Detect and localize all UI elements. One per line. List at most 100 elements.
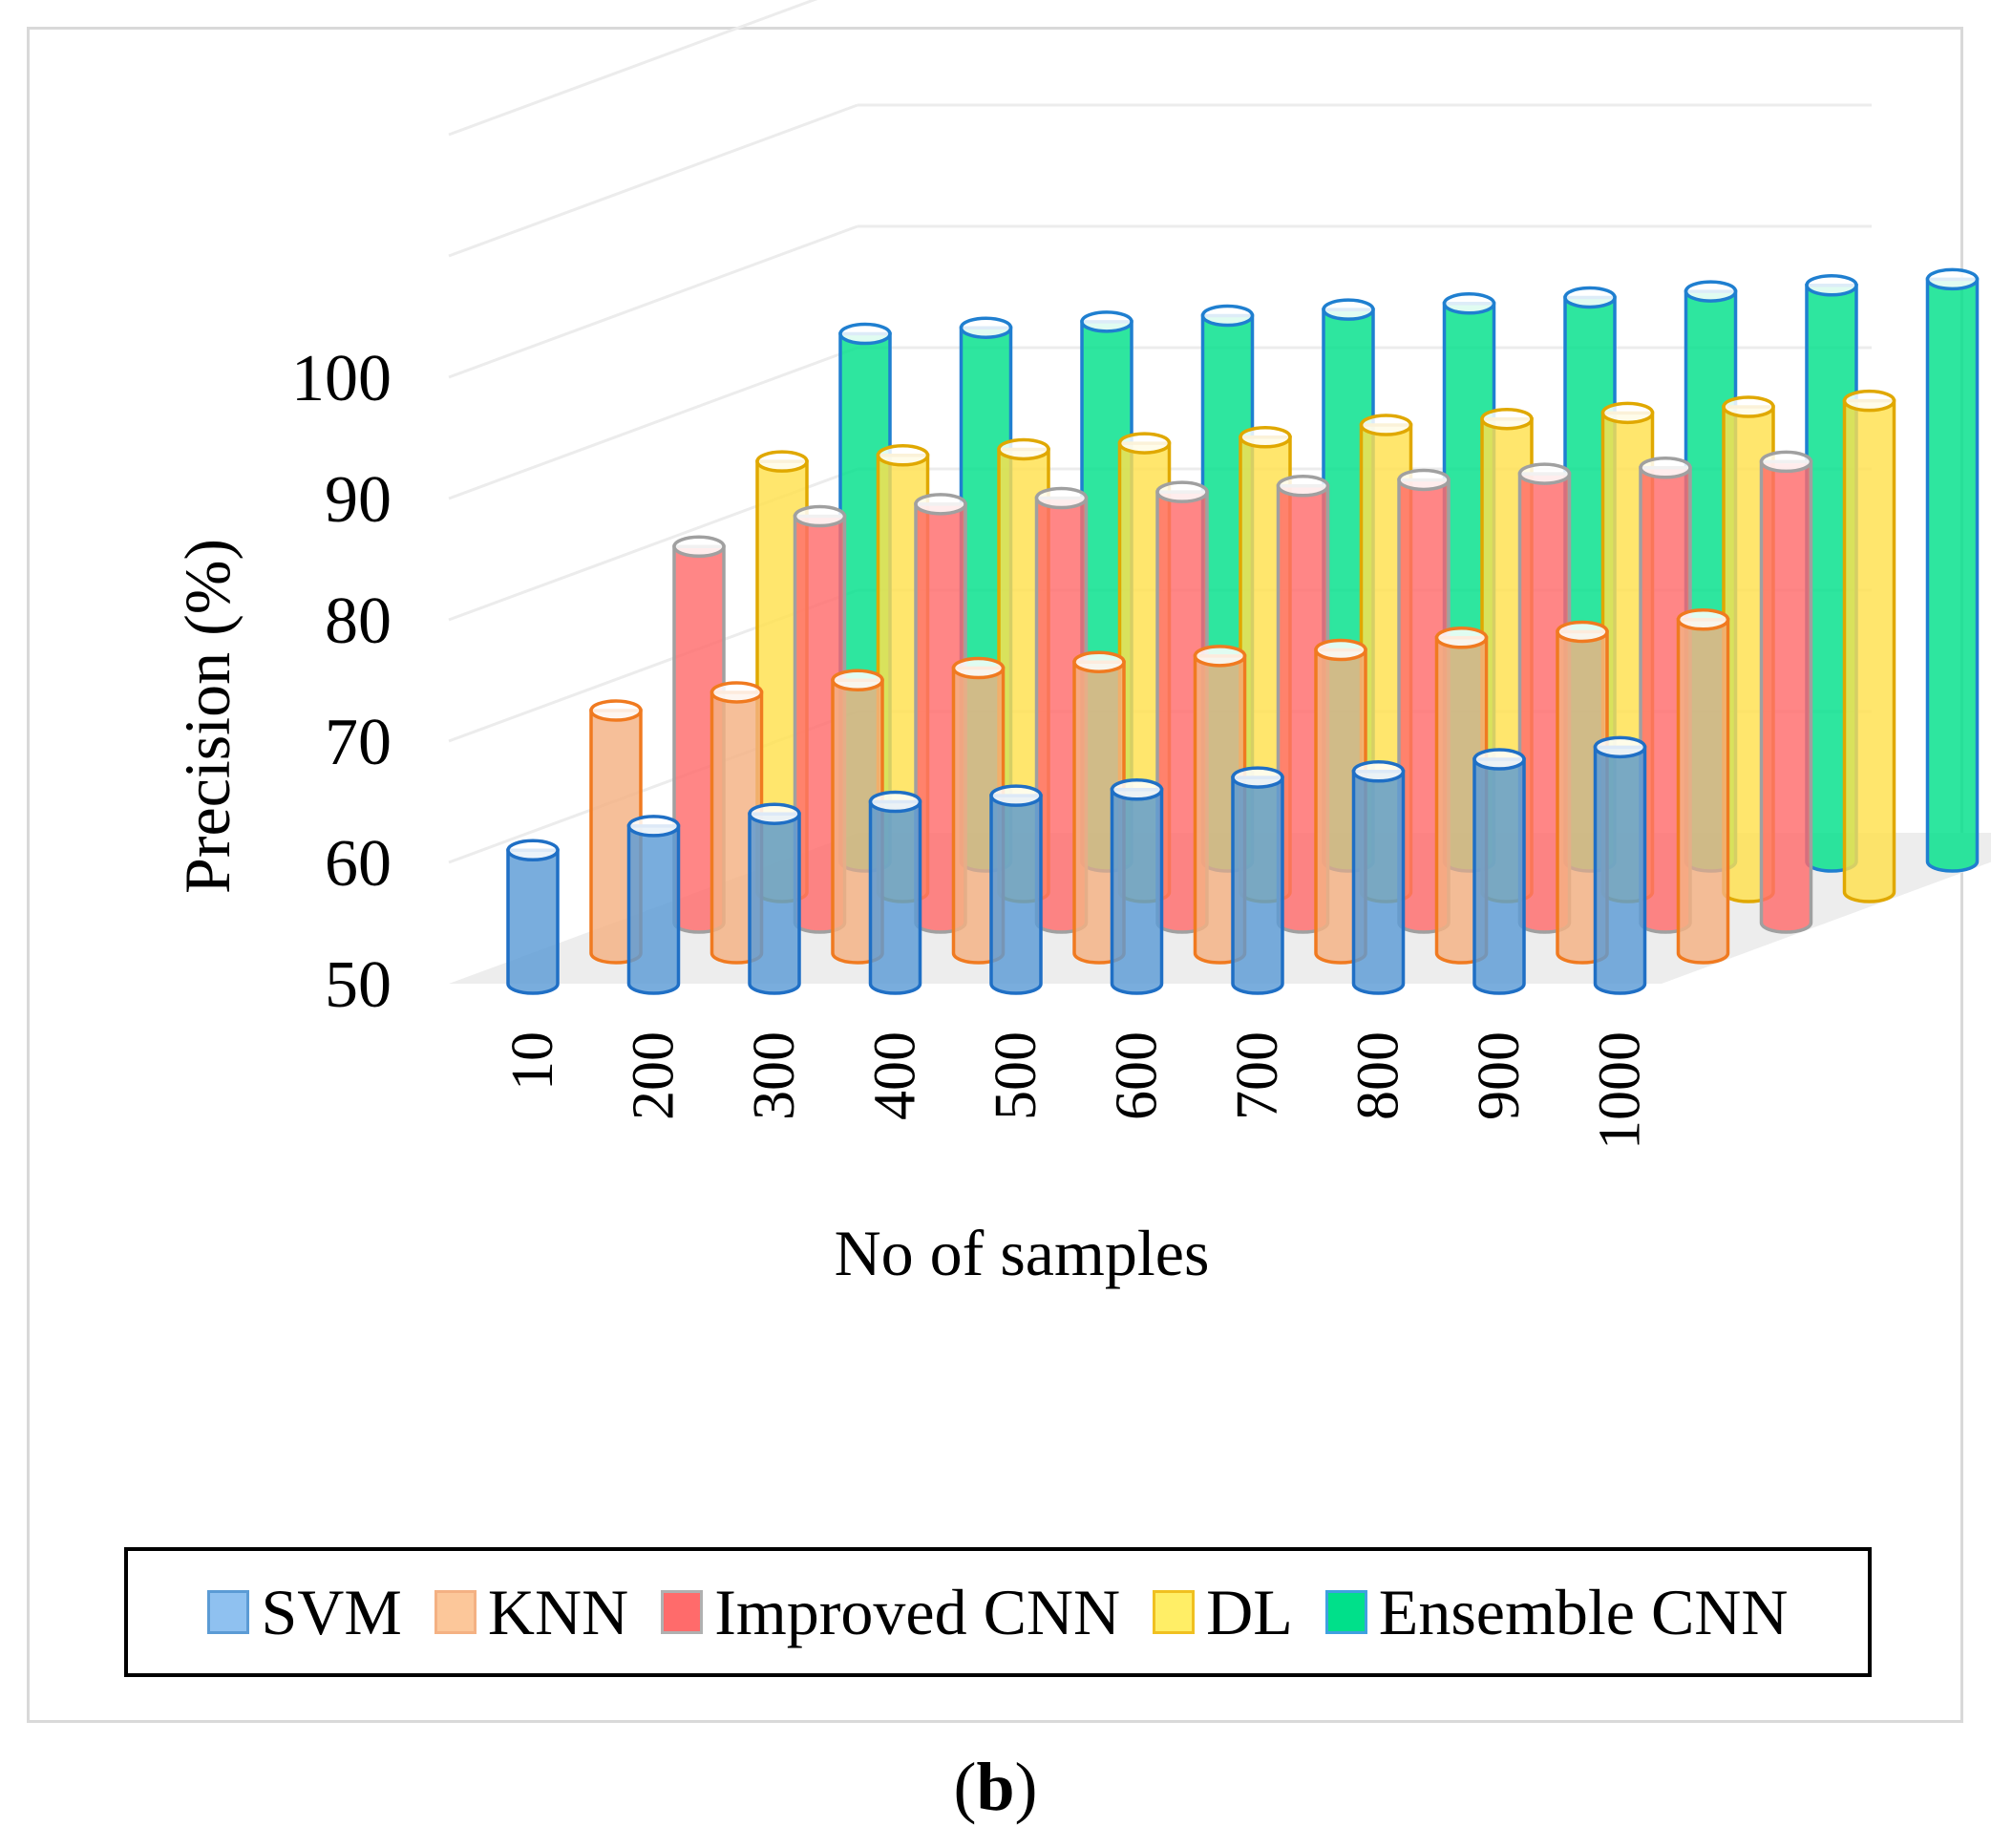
bar-svm-300 bbox=[748, 802, 801, 995]
bar-body bbox=[989, 794, 1043, 995]
x-tick-label: 900 bbox=[1467, 1031, 1532, 1120]
bar-top bbox=[951, 656, 1006, 680]
bar-top bbox=[748, 802, 801, 825]
caption-close: ) bbox=[1014, 1749, 1038, 1825]
bar-top bbox=[506, 839, 560, 862]
bar-body bbox=[1231, 775, 1284, 995]
x-tick-label: 300 bbox=[742, 1031, 807, 1120]
y-tick-label: 60 bbox=[325, 827, 392, 901]
bar-knn-1000 bbox=[1676, 608, 1730, 965]
bar-svm-700 bbox=[1231, 766, 1284, 995]
bar-top bbox=[1200, 304, 1255, 328]
legend-swatch-knn bbox=[434, 1590, 477, 1634]
legend-item-knn: KNN bbox=[434, 1575, 628, 1650]
bar-top bbox=[1397, 468, 1451, 492]
bar-body bbox=[1842, 398, 1896, 903]
bar-ensemble-cnn-1000 bbox=[1925, 267, 1980, 873]
bar-body bbox=[626, 824, 681, 995]
bar-top bbox=[1110, 778, 1164, 801]
bar-top bbox=[1842, 389, 1896, 413]
bar-svm-800 bbox=[1351, 760, 1406, 995]
bar-improved-cnn-1000 bbox=[1759, 450, 1813, 934]
bar-top bbox=[1351, 760, 1406, 783]
x-tick-label: 700 bbox=[1225, 1031, 1290, 1120]
bar-top bbox=[1639, 457, 1692, 479]
y-tick-label: 80 bbox=[325, 584, 392, 658]
legend-label-svm: SVM bbox=[261, 1575, 402, 1648]
legend-swatch-ensemble-cnn bbox=[1324, 1590, 1367, 1634]
x-tick-label: 10 bbox=[500, 1031, 565, 1091]
legend-item-improved-cnn: Improved CNN bbox=[661, 1575, 1120, 1650]
bar-top bbox=[1072, 650, 1126, 673]
bar-top bbox=[1676, 608, 1730, 631]
bar-body bbox=[506, 848, 560, 995]
y-tick-labels: 50 60 70 80 90 100 bbox=[291, 342, 392, 1022]
bar-top bbox=[1684, 280, 1738, 303]
legend: SVM KNN Improved CNN DL Ensemble CNN bbox=[124, 1547, 1872, 1677]
bar-top bbox=[672, 535, 726, 559]
legend-label-ensemble-cnn: Ensemble CNN bbox=[1378, 1575, 1789, 1648]
bar-top bbox=[1434, 627, 1489, 649]
bar-top bbox=[1722, 395, 1775, 418]
bar-top bbox=[710, 681, 764, 704]
caption-open: ( bbox=[953, 1749, 977, 1825]
bar-body bbox=[1759, 459, 1813, 934]
legend-label-dl: DL bbox=[1206, 1575, 1293, 1648]
bar-top bbox=[868, 790, 922, 814]
bar-top bbox=[959, 316, 1013, 339]
gridline-side bbox=[448, 346, 858, 500]
bar-svm-500 bbox=[989, 784, 1043, 995]
y-tick-label: 50 bbox=[325, 948, 392, 1022]
legend-item-dl: DL bbox=[1153, 1575, 1293, 1650]
x-tick-label: 400 bbox=[863, 1031, 928, 1120]
y-tick-label: 90 bbox=[325, 463, 392, 537]
bars-layer bbox=[506, 267, 1980, 995]
bar-top bbox=[1593, 735, 1647, 759]
x-tick-label: 800 bbox=[1346, 1031, 1411, 1120]
bar-body bbox=[1472, 757, 1526, 995]
bar-top bbox=[1563, 286, 1617, 309]
x-tick-label: 600 bbox=[1105, 1031, 1170, 1120]
bar-dl-1000 bbox=[1842, 389, 1896, 903]
gridline-side bbox=[448, 103, 858, 258]
bar-top bbox=[626, 815, 681, 838]
legend-swatch-dl bbox=[1153, 1590, 1196, 1634]
bar-top bbox=[838, 322, 892, 346]
y-axis-title: Precision (%) bbox=[171, 539, 244, 894]
bar-top bbox=[989, 784, 1043, 807]
x-axis-title: No of samples bbox=[835, 1217, 1210, 1289]
bar-svm-10 bbox=[506, 839, 560, 995]
gridline-side bbox=[448, 224, 858, 379]
bar-top bbox=[1517, 462, 1572, 485]
caption-letter: b bbox=[976, 1749, 1015, 1825]
bar-svm-600 bbox=[1110, 778, 1164, 995]
bar-top bbox=[1759, 450, 1813, 474]
bar-top bbox=[1117, 432, 1172, 455]
x-tick-label: 500 bbox=[984, 1031, 1048, 1120]
x-tick-label: 200 bbox=[622, 1031, 687, 1120]
bar-svm-400 bbox=[868, 790, 922, 995]
bar-top bbox=[755, 450, 809, 473]
legend-label-improved-cnn: Improved CNN bbox=[714, 1575, 1121, 1648]
bar-top bbox=[1480, 407, 1534, 431]
bar-body bbox=[1676, 618, 1730, 965]
bar-top bbox=[997, 437, 1050, 461]
bar-top bbox=[1155, 480, 1209, 503]
bar-top bbox=[1925, 267, 1980, 291]
bar-top bbox=[1034, 486, 1089, 510]
bar-top bbox=[1322, 298, 1375, 321]
bar-top bbox=[914, 493, 967, 516]
bar-top bbox=[1600, 401, 1655, 425]
bar-top bbox=[1231, 766, 1284, 789]
bar-body bbox=[1925, 277, 1980, 873]
bar-top bbox=[793, 504, 847, 528]
bar-top bbox=[1805, 274, 1858, 297]
bar-body bbox=[1110, 788, 1164, 995]
bar-top bbox=[876, 444, 930, 467]
bar-svm-200 bbox=[626, 815, 681, 995]
bar-top bbox=[1472, 748, 1526, 771]
y-tick-label: 100 bbox=[291, 342, 392, 415]
legend-item-svm: SVM bbox=[207, 1575, 402, 1650]
bar-svm-1000 bbox=[1593, 735, 1647, 995]
